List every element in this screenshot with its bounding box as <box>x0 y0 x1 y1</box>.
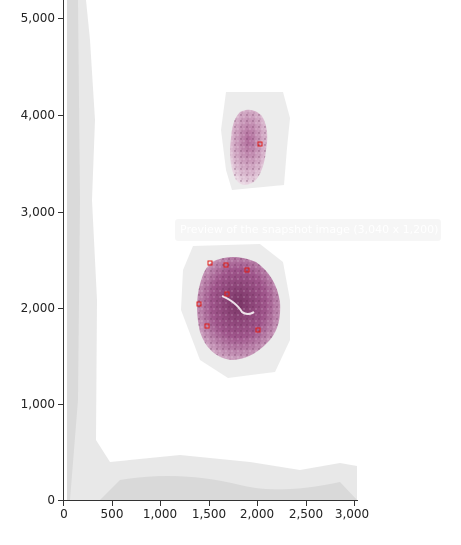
region-marker[interactable] <box>196 301 202 307</box>
region-marker[interactable] <box>257 141 263 147</box>
x-tick-label: 0 <box>60 507 68 521</box>
region-marker[interactable] <box>224 291 230 297</box>
slide-scan-image <box>67 0 357 500</box>
y-tick-label: 4,000 <box>21 108 55 122</box>
y-tick-label: 0 <box>47 493 55 507</box>
x-tick-label: 2,000 <box>240 507 274 521</box>
x-tick-label: 500 <box>101 507 124 521</box>
y-tick-label: 1,000 <box>21 397 55 411</box>
y-tick-label: 5,000 <box>21 11 55 25</box>
x-tick-label: 2,500 <box>289 507 323 521</box>
region-marker[interactable] <box>223 262 229 268</box>
region-marker[interactable] <box>255 327 261 333</box>
y-axis: 0 1,000 2,000 3,000 4,000 5,000 <box>21 0 64 507</box>
region-marker[interactable] <box>244 267 250 273</box>
x-axis: 0 500 1,000 1,500 2,000 2,500 3,000 <box>60 500 369 521</box>
region-marker[interactable] <box>207 260 213 266</box>
tissue-section-upper <box>230 109 268 185</box>
preview-tooltip: Preview of the snapshot image (3,040 x 1… <box>175 219 441 241</box>
region-markers[interactable] <box>196 141 263 333</box>
y-tick-label: 3,000 <box>21 205 55 219</box>
x-tick-label: 1,500 <box>192 507 226 521</box>
y-tick-label: 2,000 <box>21 301 55 315</box>
x-tick-label: 3,000 <box>335 507 369 521</box>
region-marker[interactable] <box>204 323 210 329</box>
tissue-section-lower <box>197 257 281 360</box>
x-tick-label: 1,000 <box>143 507 177 521</box>
